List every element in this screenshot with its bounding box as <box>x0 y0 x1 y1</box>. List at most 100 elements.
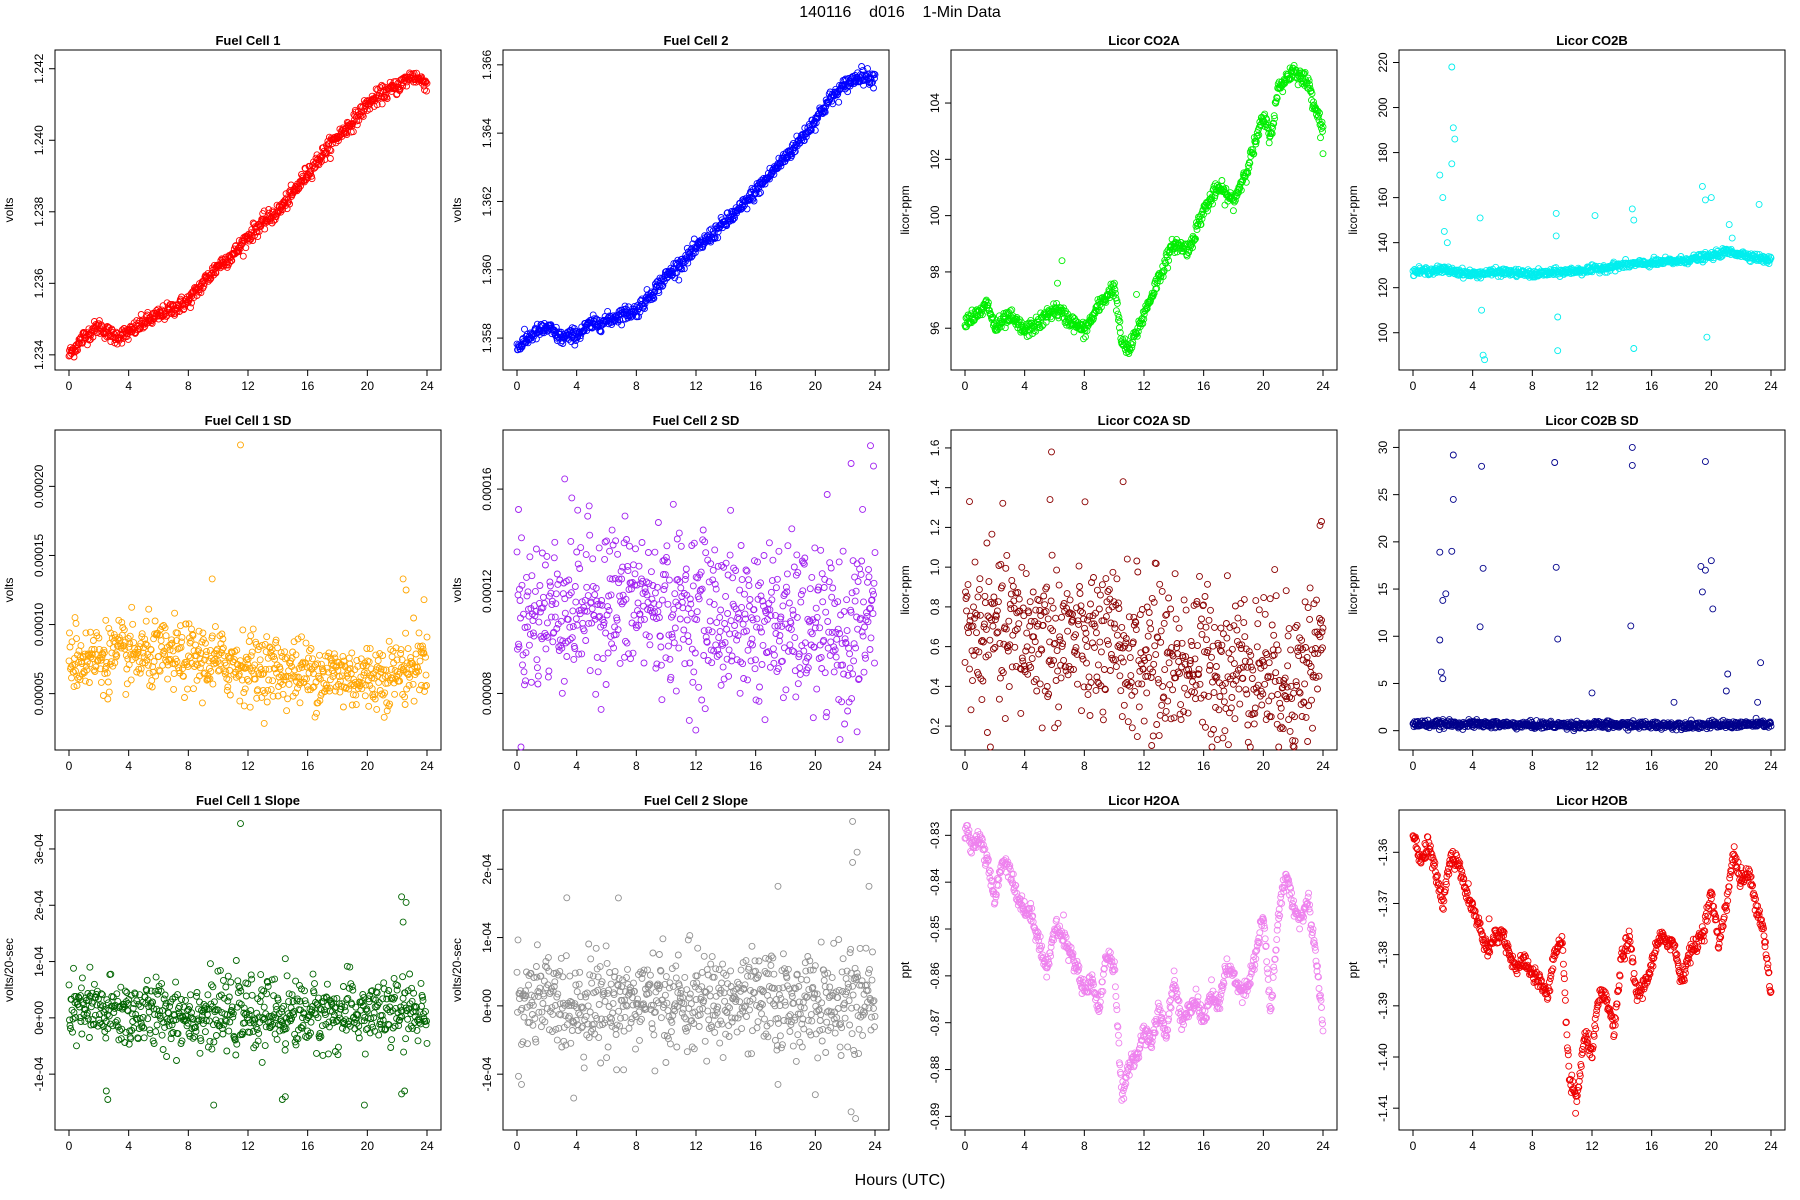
licor-co2a-sd-point <box>971 558 979 566</box>
licor-co2a-sd-point <box>964 581 972 589</box>
fuel-cell-1-point <box>403 82 411 90</box>
licor-co2a-sd-point <box>1017 709 1025 717</box>
fuel-cell-2-sd-point <box>826 651 834 659</box>
fuel-cell-2-sd-point <box>603 537 611 545</box>
fuel-cell-2-y-tick-label: 1.366 <box>480 49 494 79</box>
fuel-cell-1-point <box>353 121 361 129</box>
licor-co2b-y-tick-label: 120 <box>1376 277 1390 297</box>
fuel-cell-2-sd-point <box>693 616 701 624</box>
fuel-cell-2-sd-point <box>593 653 601 661</box>
fuel-cell-2-sd-point <box>631 570 639 578</box>
fuel-cell-2-sd-point <box>738 603 746 611</box>
fuel-cell-2-sd-point <box>841 720 849 728</box>
fuel-cell-2-sd-point <box>661 582 669 590</box>
fuel-cell-2-sd-point <box>534 680 542 688</box>
fuel-cell-2-sd-point <box>551 538 559 546</box>
fuel-cell-2-sd-point <box>760 552 768 559</box>
licor-co2a-sd-point <box>1080 615 1087 623</box>
licor-co2b-title: Licor CO2B <box>1556 33 1628 48</box>
fuel-cell-2-sd-point <box>546 582 554 590</box>
licor-co2a-sd-point <box>1011 643 1019 651</box>
fuel-cell-1-sd-title: Fuel Cell 1 SD <box>205 413 292 428</box>
fuel-cell-1-sd-point <box>209 680 217 688</box>
fuel-cell-2-sd-point <box>672 687 680 695</box>
fuel-cell-2-sd-point <box>769 556 777 564</box>
fuel-cell-1-sd-x-tick-label: 24 <box>420 759 434 773</box>
licor-co2a-sd-point <box>1054 667 1062 675</box>
fuel-cell-2-sd-point <box>744 676 751 684</box>
fuel-cell-2-sd-point <box>766 663 774 671</box>
fuel-cell-2-sd-point <box>660 586 668 593</box>
fuel-cell-2-point <box>784 152 792 160</box>
licor-co2a-sd-point <box>1009 631 1017 639</box>
fuel-cell-1-point <box>295 184 303 192</box>
fuel-cell-2-sd-point <box>551 613 559 621</box>
fuel-cell-1-point <box>200 282 208 290</box>
fuel-cell-1-sd-point <box>361 692 369 700</box>
fuel-cell-1-y-tick-label: 1.234 <box>32 340 46 370</box>
fuel-cell-2-sd-point <box>824 618 832 625</box>
fuel-cell-1-sd-point <box>86 628 94 636</box>
fuel-cell-2-point <box>743 205 751 213</box>
fuel-cell-2-point <box>768 169 776 177</box>
fuel-cell-1-sd-point <box>309 655 316 663</box>
fuel-cell-2-sd-point <box>843 596 851 604</box>
fuel-cell-2-sd-point <box>729 574 737 582</box>
licor-co2a-x-tick-label: 24 <box>1316 379 1330 393</box>
fuel-cell-1-sd-point <box>162 632 170 640</box>
fuel-cell-1-sd-y-tick-label: 0.00005 <box>32 672 46 716</box>
fuel-cell-2-sd-point <box>516 597 524 604</box>
fuel-cell-1-point <box>117 334 125 342</box>
fuel-cell-1-sd-outlier-point <box>208 575 216 583</box>
licor-co2b-outlier-point <box>1449 124 1457 132</box>
licor-co2a-sd-point <box>1043 583 1051 591</box>
licor-co2a-sd-point <box>1105 586 1113 594</box>
licor-co2a-sd-point <box>1085 673 1093 681</box>
fuel-cell-1-sd-point <box>285 680 293 688</box>
fuel-cell-2-sd-point <box>567 537 575 545</box>
fuel-cell-1-sd-point <box>283 707 291 715</box>
licor-co2a-sd-point <box>1009 582 1017 590</box>
fuel-cell-2-sd-point <box>772 584 780 592</box>
fuel-cell-2-sd-point <box>560 677 568 685</box>
licor-co2a-sd-point <box>1099 716 1107 724</box>
fuel-cell-1-sd-point <box>211 623 219 631</box>
fuel-cell-2-y-tick-label: 1.364 <box>480 118 494 148</box>
fuel-cell-2-point <box>675 276 683 284</box>
fuel-cell-2-sd-point <box>586 667 594 675</box>
licor-co2b-outlier-point <box>1725 221 1733 229</box>
fuel-cell-2-sd-point <box>671 590 679 598</box>
fuel-cell-1-point <box>124 335 132 343</box>
licor-co2a-sd-point <box>1107 619 1115 627</box>
licor-co2a-sd-x-tick-label: 0 <box>962 759 969 773</box>
fuel-cell-1-sd-points <box>65 441 431 727</box>
fuel-cell-2-sd-point <box>602 681 610 688</box>
fuel-cell-1-sd-point <box>281 648 289 656</box>
licor-co2a-y-tick-label: 100 <box>928 205 942 225</box>
licor-co2a-y-axis-label: licor-ppm <box>898 185 912 234</box>
fuel-cell-2-point <box>835 98 843 106</box>
fuel-cell-2-sd-point <box>716 613 724 621</box>
fuel-cell-2-sd-point <box>574 506 582 514</box>
fuel-cell-2-sd-point <box>854 625 862 633</box>
licor-co2b-x-tick-label: 0 <box>1410 379 1417 393</box>
licor-co2a-sd-point <box>1113 575 1121 583</box>
fuel-cell-2-sd-point <box>685 716 693 724</box>
fuel-cell-1-sd-point <box>128 603 136 611</box>
licor-co2a-x-tick-label: 8 <box>1081 379 1088 393</box>
licor-co2a-sd-point <box>995 695 1003 703</box>
fuel-cell-2-x-tick-label: 24 <box>868 379 882 393</box>
fuel-cell-2-sd-outlier-point <box>515 506 522 513</box>
fuel-cell-2-sd-point <box>685 638 693 645</box>
fuel-cell-1-sd-point <box>77 642 85 650</box>
fuel-cell-2-x-tick-label: 8 <box>633 379 640 393</box>
licor-co2a-sd-point <box>1123 555 1131 563</box>
fuel-cell-2-sd-point <box>682 572 690 579</box>
fuel-cell-1-point <box>188 299 195 307</box>
licor-co2a-sd-point <box>974 593 982 601</box>
fuel-cell-1-sd-point <box>236 697 244 705</box>
fuel-cell-2-y-tick-label: 1.362 <box>480 186 494 216</box>
licor-co2a-x-tick-label: 20 <box>1257 379 1271 393</box>
licor-co2a-sd-point <box>966 665 973 673</box>
